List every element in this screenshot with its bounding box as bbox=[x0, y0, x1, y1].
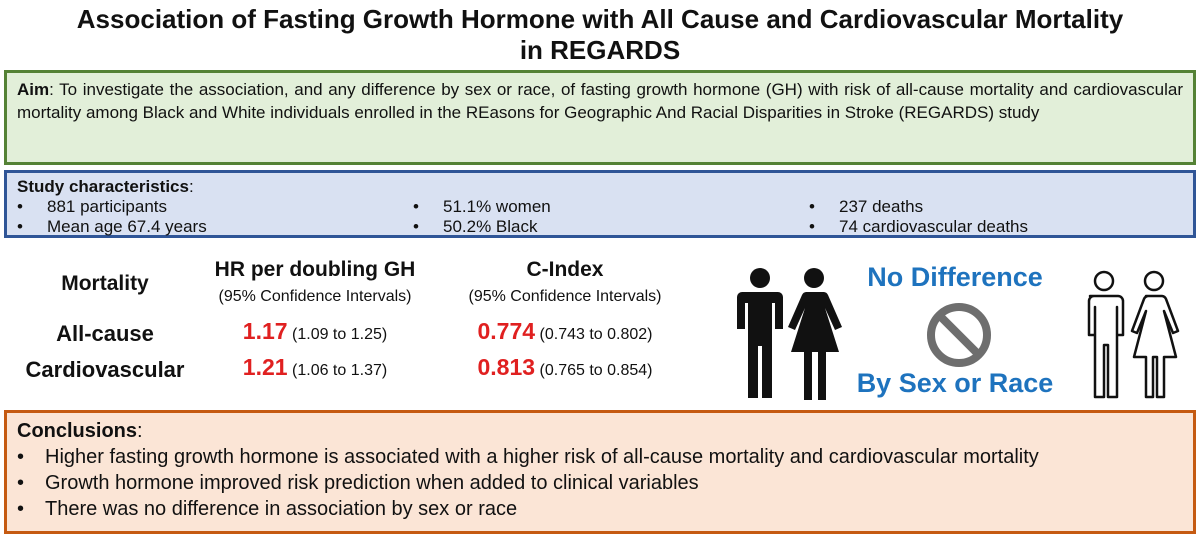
couple-outline-icon bbox=[1087, 270, 1180, 399]
hr-ci: (1.06 to 1.37) bbox=[292, 362, 388, 379]
hr-ci: (1.09 to 1.25) bbox=[292, 326, 388, 343]
header-cindex: C-Index bbox=[526, 258, 604, 281]
conclusion-item: • Higher fasting growth hormone is associ… bbox=[17, 446, 1039, 468]
study-item: • 881 participants bbox=[17, 197, 168, 216]
no-difference-text: No Difference bbox=[867, 262, 1043, 292]
page-title: Association of Fasting Growth Hormone wi… bbox=[0, 4, 1200, 66]
row-label-all-cause: All-cause bbox=[56, 321, 154, 346]
study-label: Study characteristics bbox=[17, 177, 189, 196]
cindex-cardiovascular: 0.813 (0.765 to 0.854) bbox=[440, 354, 690, 381]
study-characteristics-box: Study characteristics: • 881 participants… bbox=[4, 170, 1196, 238]
header-cindex-sub: (95% Confidence Intervals) bbox=[468, 288, 662, 305]
study-item: • 74 cardiovascular deaths bbox=[809, 217, 1029, 236]
prohibition-icon bbox=[927, 303, 991, 367]
cindex-ci: (0.765 to 0.854) bbox=[539, 362, 653, 379]
header-hr-sub: (95% Confidence Intervals) bbox=[218, 288, 412, 305]
aim-text: : To investigate the association, and an… bbox=[17, 80, 1183, 122]
study-items: • 881 participants • 51.1% women • 237 deat… bbox=[17, 197, 1183, 237]
cindex-ci: (0.743 to 0.802) bbox=[539, 326, 653, 343]
title-line-2: in REGARDS bbox=[519, 35, 681, 65]
study-item: • Mean age 67.4 years bbox=[17, 217, 207, 236]
hr-all-cause: 1.17 (1.09 to 1.25) bbox=[190, 318, 440, 345]
by-sex-or-race-text: By Sex or Race bbox=[856, 368, 1054, 398]
conclusion-item: • Growth hormone improved risk prediction… bbox=[17, 472, 699, 494]
study-item: • 237 deaths bbox=[809, 197, 924, 216]
hr-value: 1.21 bbox=[242, 354, 288, 380]
aim-label: Aim bbox=[17, 80, 50, 99]
aim-box: Aim: To investigate the association, and… bbox=[4, 70, 1196, 165]
cindex-value: 0.813 bbox=[477, 354, 536, 380]
study-item: • 51.1% women bbox=[413, 197, 551, 216]
header-hr: HR per doubling GH bbox=[214, 258, 416, 281]
title-line-1: Association of Fasting Growth Hormone wi… bbox=[76, 4, 1124, 34]
hr-value: 1.17 bbox=[242, 318, 288, 344]
cindex-all-cause: 0.774 (0.743 to 0.802) bbox=[440, 318, 690, 345]
conclusions-label: Conclusions bbox=[17, 420, 138, 442]
row-label-cardiovascular: Cardiovascular bbox=[25, 357, 185, 382]
study-item: • 50.2% Black bbox=[413, 217, 538, 236]
header-mortality: Mortality bbox=[61, 272, 149, 295]
conclusion-item: • There was no difference in association … bbox=[17, 498, 518, 520]
hr-cardiovascular: 1.21 (1.06 to 1.37) bbox=[190, 354, 440, 381]
conclusions-box: Conclusions: • Higher fasting growth horm… bbox=[4, 410, 1196, 534]
cindex-value: 0.774 bbox=[477, 318, 536, 344]
couple-filled-icon bbox=[737, 268, 842, 400]
